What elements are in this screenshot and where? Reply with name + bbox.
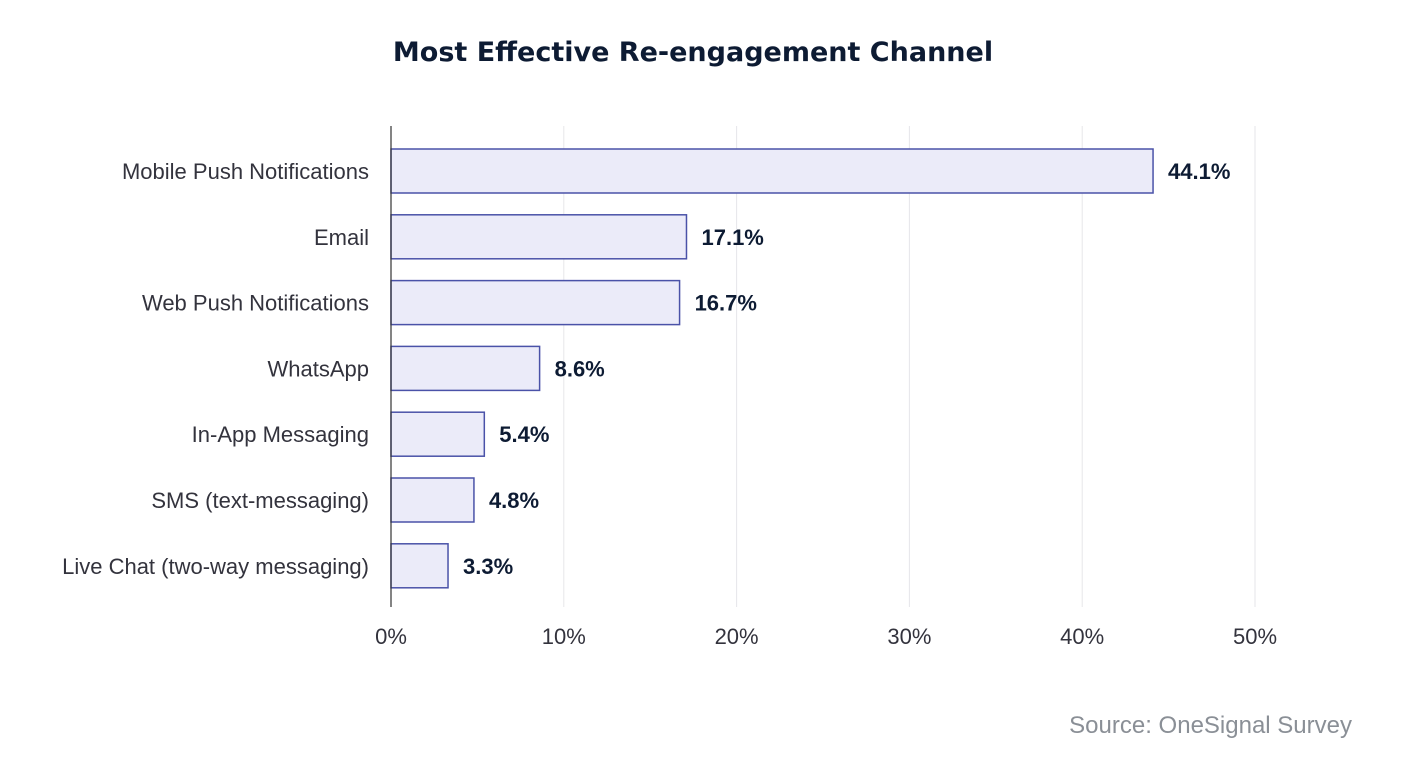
value-label: 17.1% <box>701 225 763 250</box>
category-label: Mobile Push Notifications <box>122 159 369 184</box>
x-tick-label: 20% <box>715 624 759 649</box>
bar <box>390 279 681 326</box>
category-label: WhatsApp <box>268 356 370 381</box>
x-tick-label: 0% <box>375 624 407 649</box>
x-tick-label: 30% <box>887 624 931 649</box>
category-label: Live Chat (two-way messaging) <box>62 554 369 579</box>
category-label: In-App Messaging <box>192 422 369 447</box>
bars <box>390 148 1154 589</box>
bar <box>390 148 1154 194</box>
value-labels: 44.1% 17.1% 16.7% 8.6% 5.4% 4.8% 3.3% <box>463 159 1230 579</box>
category-labels: Mobile Push Notifications Email Web Push N… <box>62 159 369 579</box>
category-label: Web Push Notifications <box>142 291 369 316</box>
x-tick-label: 50% <box>1233 624 1277 649</box>
x-tick-label: 10% <box>542 624 586 649</box>
x-axis-ticks: 0% 10% 20% 30% 40% 50% <box>375 624 1277 649</box>
bar <box>390 345 541 392</box>
bar <box>390 543 449 589</box>
bar <box>390 411 486 457</box>
category-label: SMS (text-messaging) <box>151 488 369 513</box>
source-note: Source: OneSignal Survey <box>1069 712 1352 739</box>
chart-title: Most Effective Re-engagement Channel <box>393 37 993 68</box>
grid-lines <box>563 126 1256 607</box>
category-label: Email <box>314 225 369 250</box>
value-label: 8.6% <box>555 356 605 381</box>
value-label: 44.1% <box>1168 159 1230 184</box>
value-label: 5.4% <box>499 422 549 447</box>
bar <box>390 214 688 260</box>
x-tick-label: 40% <box>1060 624 1104 649</box>
bar <box>390 477 475 523</box>
value-label: 4.8% <box>489 488 539 513</box>
value-label: 3.3% <box>463 554 513 579</box>
value-label: 16.7% <box>695 291 757 316</box>
